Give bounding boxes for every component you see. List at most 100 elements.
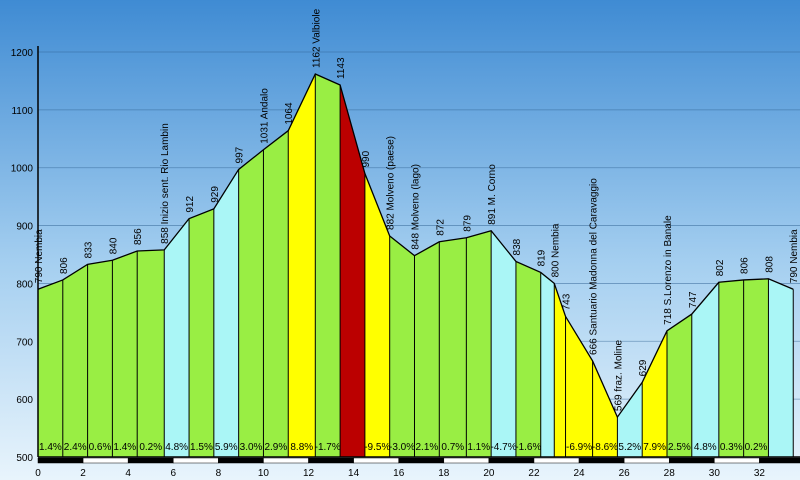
grade-label: 0.2% — [139, 442, 162, 453]
point-label: 1031 Andalo — [259, 88, 270, 144]
grade-label: -3.0% — [389, 442, 415, 453]
point-label: 800 Nembia — [550, 223, 561, 277]
y-tick-label: 700 — [16, 337, 33, 348]
profile-segment — [554, 283, 566, 457]
distance-bar-block — [263, 457, 309, 464]
grade-label: 1.4% — [39, 442, 62, 453]
point-label: 882 Molveno (paese) — [386, 136, 397, 230]
point-label: 1064 — [284, 102, 295, 125]
point-label: 1162 Valbiole — [311, 8, 322, 68]
grade-label: 8.8% — [290, 442, 313, 453]
x-tick-label: 8 — [216, 468, 222, 479]
x-tick-label: 4 — [125, 468, 131, 479]
y-tick-label: 1000 — [11, 164, 34, 175]
point-label: 997 — [235, 146, 246, 163]
point-label: 848 Molveno (lago) — [410, 164, 421, 250]
point-label: 747 — [688, 291, 699, 308]
grade-label: 2.9% — [264, 442, 287, 453]
y-tick-label: 1100 — [11, 106, 33, 117]
point-label: 1143 — [336, 57, 347, 79]
point-label: 891 M. Corno — [487, 164, 498, 225]
distance-bar-block — [623, 457, 670, 464]
grade-label: -8.6% — [592, 442, 618, 453]
profile-segment — [439, 237, 467, 457]
distance-bar-block — [398, 457, 445, 464]
grade-label: 1.4% — [113, 442, 136, 453]
x-tick-label: 2 — [80, 468, 86, 479]
grade-label: 0.7% — [441, 442, 464, 453]
grade-label: 0.6% — [89, 442, 112, 453]
profile-segment — [340, 84, 365, 457]
point-label: 840 — [108, 237, 119, 254]
profile-segment — [38, 279, 63, 457]
x-tick-label: 10 — [258, 468, 270, 479]
profile-segment — [718, 279, 744, 457]
profile-segment — [164, 218, 190, 457]
distance-bar-block — [668, 457, 715, 464]
point-label: 808 — [764, 256, 775, 273]
profile-segment — [87, 260, 113, 457]
point-label: 629 — [638, 359, 649, 376]
distance-bar-block — [37, 457, 84, 464]
profile-segment — [112, 251, 138, 457]
profile-segment — [315, 73, 341, 457]
x-tick-label: 32 — [754, 468, 766, 479]
point-label: 838 — [512, 238, 523, 255]
grade-label: 5.2% — [618, 442, 641, 453]
point-label: 666 Santuario Madonna del Caravaggio — [589, 178, 600, 355]
y-tick-label: 900 — [16, 222, 33, 233]
point-label: 806 — [740, 257, 751, 274]
point-label: 806 — [59, 257, 70, 274]
point-label: 929 — [210, 186, 221, 203]
x-tick-label: 28 — [664, 468, 676, 479]
profile-segment — [691, 282, 719, 457]
grade-label: 1.1% — [467, 442, 490, 453]
point-label: 990 — [361, 150, 372, 167]
profile-segment — [288, 73, 316, 457]
y-tick-label: 800 — [16, 279, 33, 290]
x-tick-label: 16 — [393, 468, 405, 479]
grade-label: 2.1% — [415, 442, 438, 453]
grade-label: 0.3% — [720, 442, 743, 453]
point-label: 743 — [562, 293, 573, 310]
x-tick-label: 22 — [528, 468, 540, 479]
distance-bar-block — [308, 457, 354, 464]
profile-segment — [515, 261, 541, 457]
profile-segment — [263, 130, 289, 457]
grade-label: 2.4% — [64, 442, 87, 453]
x-tick-label: 18 — [438, 468, 450, 479]
profile-segment — [238, 149, 264, 457]
profile-segment — [540, 272, 555, 457]
distance-bar-block — [578, 457, 625, 464]
x-tick-label: 20 — [483, 468, 495, 479]
grade-labels: 1.4% 2.4% 0.6% 1.4% 0.2% 4.8% 1.5% 5.9% 3.0% 2.9%… — [39, 442, 768, 453]
profile-segment — [592, 360, 618, 457]
profile-line — [37, 73, 794, 419]
profile-segment — [62, 264, 88, 457]
profile-segment — [642, 330, 667, 457]
profile-segment — [565, 316, 593, 457]
x-tick-label: 30 — [709, 468, 721, 479]
point-labels: 790 Nembia 806 833 840 856 858 Inizio sent. R… — [34, 8, 800, 411]
profile-segment — [491, 230, 516, 457]
point-label: 790 Nembia — [789, 229, 800, 283]
profile-segment — [768, 278, 794, 457]
profile-segment — [213, 169, 239, 457]
distance-bar-block — [714, 457, 760, 464]
point-label: 912 — [185, 196, 196, 213]
y-tick-label: 1200 — [11, 48, 34, 59]
point-label: 569 fraz. Moline — [613, 339, 624, 411]
grade-label: -9.5% — [364, 442, 390, 453]
grade-label: -6.9% — [566, 442, 592, 453]
x-tick-label: 12 — [303, 468, 315, 479]
grade-label: -1.7% — [315, 442, 341, 453]
point-label: 802 — [715, 259, 726, 276]
grade-label: 3.0% — [240, 442, 263, 453]
profile-segment — [617, 382, 643, 457]
profile-segment — [414, 241, 440, 457]
grade-label: 7.9% — [643, 442, 666, 453]
distance-bar-block — [82, 457, 129, 464]
grade-label: 0.2% — [745, 442, 768, 453]
